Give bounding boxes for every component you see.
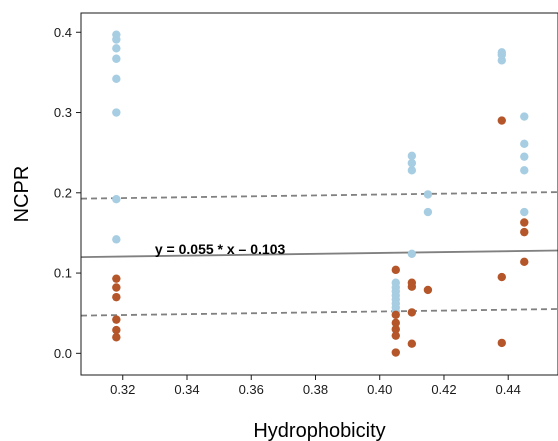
y-tick-label: 0.1 xyxy=(54,266,72,281)
point-orange xyxy=(112,315,121,324)
point-blue xyxy=(112,108,121,117)
point-blue xyxy=(520,112,529,121)
point-orange xyxy=(520,227,529,237)
point-blue xyxy=(112,44,121,53)
point-blue xyxy=(497,56,506,65)
dashed-bound-line xyxy=(80,308,558,317)
point-blue xyxy=(112,235,121,244)
point-orange xyxy=(497,338,506,348)
point-orange xyxy=(423,285,433,295)
x-tick-label: 0.34 xyxy=(174,382,199,397)
point-orange xyxy=(391,310,400,320)
point-blue xyxy=(112,35,121,44)
point-orange xyxy=(391,318,400,328)
point-blue xyxy=(112,54,121,63)
x-tick-label: 0.40 xyxy=(367,382,392,397)
point-blue xyxy=(520,139,529,149)
point-orange xyxy=(497,116,506,125)
fit-lines xyxy=(80,191,558,317)
plot-frame xyxy=(80,12,558,376)
y-tick-label: 0.2 xyxy=(54,185,72,200)
point-blue xyxy=(520,166,529,175)
point-blue xyxy=(423,190,433,199)
y-tick-label: 0.0 xyxy=(54,346,72,361)
dashed-bound-line xyxy=(80,191,558,200)
y-tick-label: 0.4 xyxy=(54,25,72,40)
point-orange xyxy=(112,325,121,335)
data-points xyxy=(112,30,529,357)
x-tick-label: 0.38 xyxy=(303,382,328,397)
x-tick-label: 0.44 xyxy=(496,382,521,397)
point-orange xyxy=(407,339,417,348)
point-orange xyxy=(497,272,506,282)
regression-line xyxy=(80,249,558,258)
point-blue xyxy=(407,166,417,175)
point-orange xyxy=(520,218,529,227)
point-blue xyxy=(407,151,417,161)
x-tick-label: 0.32 xyxy=(110,382,135,397)
point-blue xyxy=(520,152,529,161)
point-orange xyxy=(407,282,417,291)
point-orange xyxy=(520,257,529,267)
x-tick-label: 0.36 xyxy=(239,382,264,397)
y-axis-title: NCPR xyxy=(11,166,33,223)
y-tick-label: 0.3 xyxy=(54,105,72,120)
regression-equation: y = 0.055 * x – 0.103 xyxy=(155,241,286,257)
point-blue xyxy=(112,74,121,84)
point-blue xyxy=(520,207,529,217)
point-orange xyxy=(407,308,417,317)
point-blue xyxy=(423,207,433,217)
point-orange xyxy=(112,274,121,283)
point-orange xyxy=(391,331,400,340)
point-orange xyxy=(391,325,400,334)
point-orange xyxy=(391,265,400,275)
point-blue xyxy=(407,249,417,258)
point-orange xyxy=(112,333,121,342)
point-orange xyxy=(112,283,121,292)
x-tick-label: 0.42 xyxy=(431,382,456,397)
point-blue xyxy=(407,158,417,168)
point-orange xyxy=(391,348,400,357)
tick-layer: 0.32 0.34 0.36 0.38 0.40 0.42 0.44 0.0 0.1 0.2 0.3… xyxy=(54,25,521,397)
point-orange xyxy=(112,292,121,302)
x-axis-title: Hydrophobicity xyxy=(253,420,385,441)
point-blue xyxy=(112,195,121,204)
